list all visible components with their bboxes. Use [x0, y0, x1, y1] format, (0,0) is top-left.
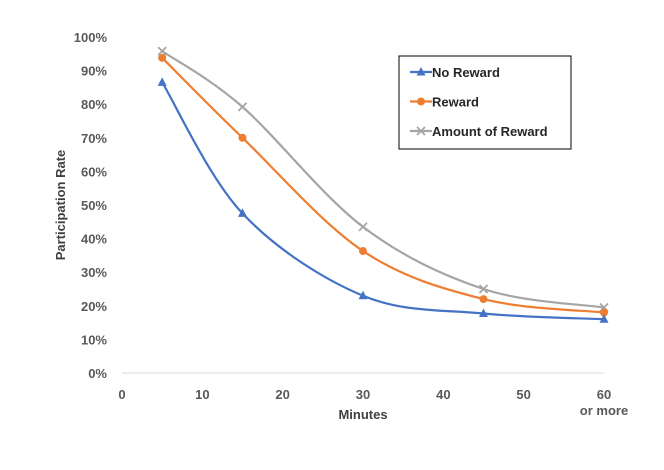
y-tick-label: 30%: [81, 265, 107, 280]
x-axis-title: Minutes: [338, 407, 387, 422]
legend: No Reward Reward Amount of Reward: [398, 55, 572, 150]
x-tick-label-extra: or more: [580, 403, 628, 418]
legend-item: Reward: [410, 95, 479, 110]
data-point: [478, 284, 489, 294]
data-point: [157, 77, 167, 86]
y-axis-ticks: 0% 10% 20% 30% 40% 50% 60% 70% 80% 90% 100%: [74, 30, 108, 381]
y-tick-label: 90%: [81, 64, 107, 79]
series-layer: [157, 46, 609, 323]
data-point: [237, 102, 248, 112]
legend-item: No Reward: [410, 65, 500, 80]
y-tick-label: 10%: [81, 332, 107, 347]
series-line: [161, 81, 605, 321]
data-point: [158, 53, 167, 62]
x-tick-label: 10: [195, 387, 209, 402]
x-tick-label: 40: [436, 387, 450, 402]
data-point: [358, 222, 368, 232]
legend-swatch-marker: [416, 126, 426, 136]
data-point: [238, 133, 247, 142]
x-tick-label: 50: [516, 387, 530, 402]
data-point: [358, 290, 368, 300]
y-tick-label: 70%: [81, 131, 107, 146]
x-tick-label: 60: [597, 387, 611, 402]
data-point: [157, 46, 167, 56]
y-tick-label: 100%: [74, 30, 108, 45]
data-point: [600, 308, 608, 317]
x-tick-label: 30: [356, 387, 370, 402]
legend-item: Amount of Reward: [410, 124, 548, 139]
data-point: [479, 295, 488, 304]
legend-label: Amount of Reward: [432, 124, 548, 139]
y-tick-label: 40%: [81, 232, 107, 247]
legend-label: Reward: [432, 95, 479, 110]
y-axis-title: Participation Rate: [53, 150, 68, 261]
x-tick-label: 20: [275, 387, 289, 402]
series-reward: [158, 53, 608, 317]
y-tick-label: 80%: [81, 97, 107, 112]
legend-swatch-marker: [417, 97, 425, 106]
series-no-reward: [157, 77, 609, 323]
data-point: [238, 208, 247, 217]
x-tick-label: 0: [118, 387, 125, 402]
data-point: [479, 308, 488, 318]
y-tick-label: 60%: [81, 164, 107, 179]
y-tick-label: 0%: [88, 366, 107, 381]
legend-swatch-marker: [416, 67, 426, 76]
legend-label: No Reward: [432, 65, 500, 80]
y-tick-label: 20%: [81, 299, 107, 314]
data-point: [599, 314, 609, 323]
data-point: [359, 247, 367, 256]
y-tick-label: 50%: [81, 198, 107, 213]
